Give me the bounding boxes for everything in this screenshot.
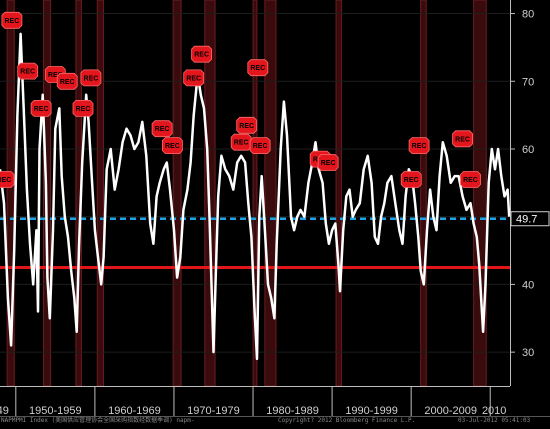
rec-marker: REC — [400, 171, 422, 188]
rec-marker-shape — [452, 130, 474, 148]
rec-marker: REC — [0, 171, 15, 188]
rec-marker-label: REC — [194, 52, 209, 59]
rec-marker: REC — [460, 171, 481, 188]
rec-marker-shape — [460, 171, 481, 188]
rec-marker-label: REC — [48, 72, 63, 79]
rec-marker-label: REC — [20, 69, 35, 76]
rec-marker-shape — [408, 137, 430, 155]
rec-marker-shape — [161, 137, 183, 155]
x-tick-label: 1980-1989 — [266, 405, 319, 417]
rec-marker-shape — [247, 59, 269, 77]
rec-marker-label: REC — [84, 75, 99, 82]
rec-marker: REC — [236, 116, 258, 134]
rec-marker-shape — [249, 137, 271, 155]
rec-marker-shape — [191, 45, 213, 63]
rec-marker: REC — [247, 59, 269, 77]
rec-marker-label: REC — [253, 143, 268, 150]
pmi-series-line — [0, 32, 511, 361]
rec-marker: REC — [56, 72, 78, 90]
rec-marker: REC — [80, 69, 102, 87]
footer-index-label: NAPMPMI Index (美国供应管理协会全国采购指数经数据季调) napm… — [1, 417, 195, 424]
x-tick-label: 1950-1959 — [29, 405, 82, 417]
rec-marker: REC — [30, 100, 52, 117]
footer-timestamp: 03-Jul-2012 05:41:03 — [458, 417, 531, 424]
x-tick-label: 1990-1999 — [345, 405, 398, 417]
reference-value-box — [510, 211, 550, 227]
rec-marker-shape — [72, 100, 94, 117]
y-tick-label: 40 — [522, 279, 534, 291]
rec-marker-shape — [56, 72, 78, 90]
rec-marker-label: REC — [165, 143, 180, 150]
rec-marker-label: REC — [455, 136, 470, 143]
recession-band — [96, 0, 105, 387]
y-tick-label: 70 — [522, 76, 534, 88]
rec-marker: REC — [72, 100, 94, 117]
rec-marker-shape — [230, 133, 252, 151]
rec-marker: REC — [452, 130, 474, 148]
rec-marker-shape — [151, 120, 173, 138]
y-tick-label: 60 — [522, 144, 534, 156]
rec-marker-label: REC — [412, 143, 427, 150]
recession-band — [264, 0, 277, 387]
rec-marker: REC — [249, 137, 271, 155]
rec-marker-label: REC — [60, 79, 75, 86]
reference-value-label: 49.7 — [516, 214, 537, 226]
rec-marker-label: REC — [186, 75, 201, 82]
rec-marker: REC — [191, 45, 213, 63]
rec-marker-shape — [30, 100, 52, 117]
rec-marker: REC — [230, 133, 252, 151]
rec-marker-label: REC — [234, 140, 249, 147]
rec-marker-shape — [183, 69, 205, 87]
rec-marker-shape — [0, 171, 15, 188]
rec-marker-shape — [1, 11, 23, 29]
rec-marker-label: REC — [239, 123, 254, 130]
footer-copyright: Copyright? 2012 Bloomberg Finance L.P. — [278, 417, 416, 424]
recession-band — [172, 0, 182, 387]
recession-band — [335, 0, 343, 387]
recession-band — [420, 0, 427, 387]
rec-marker-shape — [317, 154, 339, 171]
rec-marker: REC — [161, 137, 183, 155]
rec-marker-label: REC — [4, 18, 19, 25]
x-axis-panel — [0, 386, 550, 416]
rec-marker-shape — [236, 116, 258, 134]
rec-marker-label: REC — [0, 177, 11, 184]
rec-marker-label: REC — [404, 177, 419, 184]
rec-marker-label: REC — [76, 106, 91, 113]
x-tick-label: 1960-1969 — [108, 405, 161, 417]
rec-marker-shape — [80, 69, 102, 87]
x-tick-label: 1940-1949 — [0, 405, 9, 417]
rec-marker: REC — [408, 137, 430, 155]
rec-markers: RECRECRECRECRECRECRECRECRECRECRECRECRECR… — [0, 11, 481, 188]
rec-marker-shape — [400, 171, 422, 188]
x-tick-label: 2000-2009 — [424, 405, 477, 417]
rec-marker: REC — [183, 69, 205, 87]
x-tick-label: 2010 — [482, 405, 506, 417]
rec-marker-label: REC — [155, 126, 170, 133]
rec-marker-label: REC — [250, 65, 265, 72]
rec-marker: REC — [1, 11, 23, 29]
rec-marker: REC — [17, 62, 39, 80]
series-layer — [0, 32, 511, 361]
y-tick-label: 80 — [522, 9, 534, 21]
rec-marker-label: REC — [34, 106, 49, 113]
rec-marker-label: REC — [463, 177, 478, 184]
x-tick-label: 1970-1979 — [187, 405, 240, 417]
rec-marker-shape — [17, 62, 39, 80]
rec-marker: REC — [151, 120, 173, 138]
y-tick-label: 30 — [522, 347, 534, 359]
rec-marker-label: REC — [321, 160, 336, 167]
rec-marker: REC — [317, 154, 339, 171]
